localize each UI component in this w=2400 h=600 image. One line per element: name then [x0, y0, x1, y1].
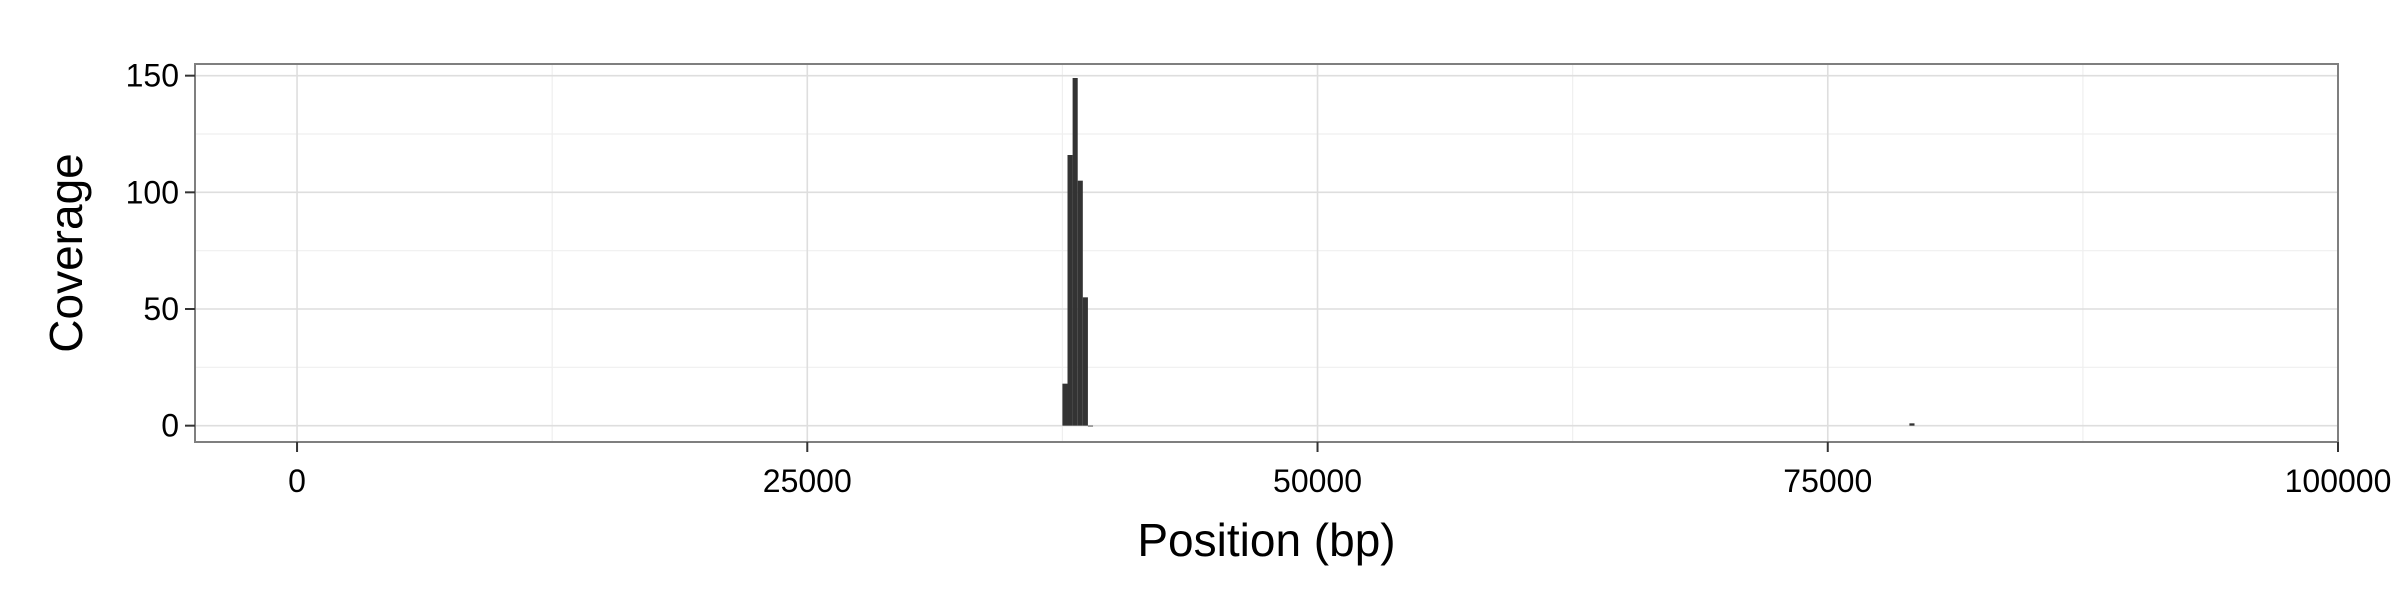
y-tick-label: 0 [161, 408, 179, 444]
grid-minor-lines [195, 64, 2338, 442]
grid-major-lines [195, 64, 2339, 442]
y-tick-label: 150 [126, 58, 179, 94]
y-axis-title: Coverage [40, 153, 92, 352]
coverage-bars [1062, 78, 1915, 427]
x-tick-label: 50000 [1273, 463, 1362, 499]
coverage-bar [1062, 383, 1068, 426]
y-axis-ticks: 0 50 100 150 [126, 58, 195, 444]
plot-panel-border [194, 63, 2339, 443]
coverage-bar [1087, 425, 1094, 427]
coverage-bar [1077, 180, 1083, 426]
x-axis-ticks: 0 25000 50000 75000 100000 [288, 442, 2391, 499]
coverage-bar [1082, 297, 1088, 426]
y-tick-label: 50 [143, 291, 179, 327]
x-tick-label: 0 [288, 463, 306, 499]
x-tick-label: 25000 [763, 463, 852, 499]
x-axis-title: Position (bp) [1137, 514, 1395, 566]
x-tick-label: 75000 [1783, 463, 1872, 499]
coverage-bar [1909, 423, 1915, 426]
coverage-bar [1067, 155, 1073, 426]
coverage-bar [1072, 78, 1078, 426]
x-tick-label: 100000 [2285, 463, 2392, 499]
y-tick-label: 100 [126, 174, 179, 210]
